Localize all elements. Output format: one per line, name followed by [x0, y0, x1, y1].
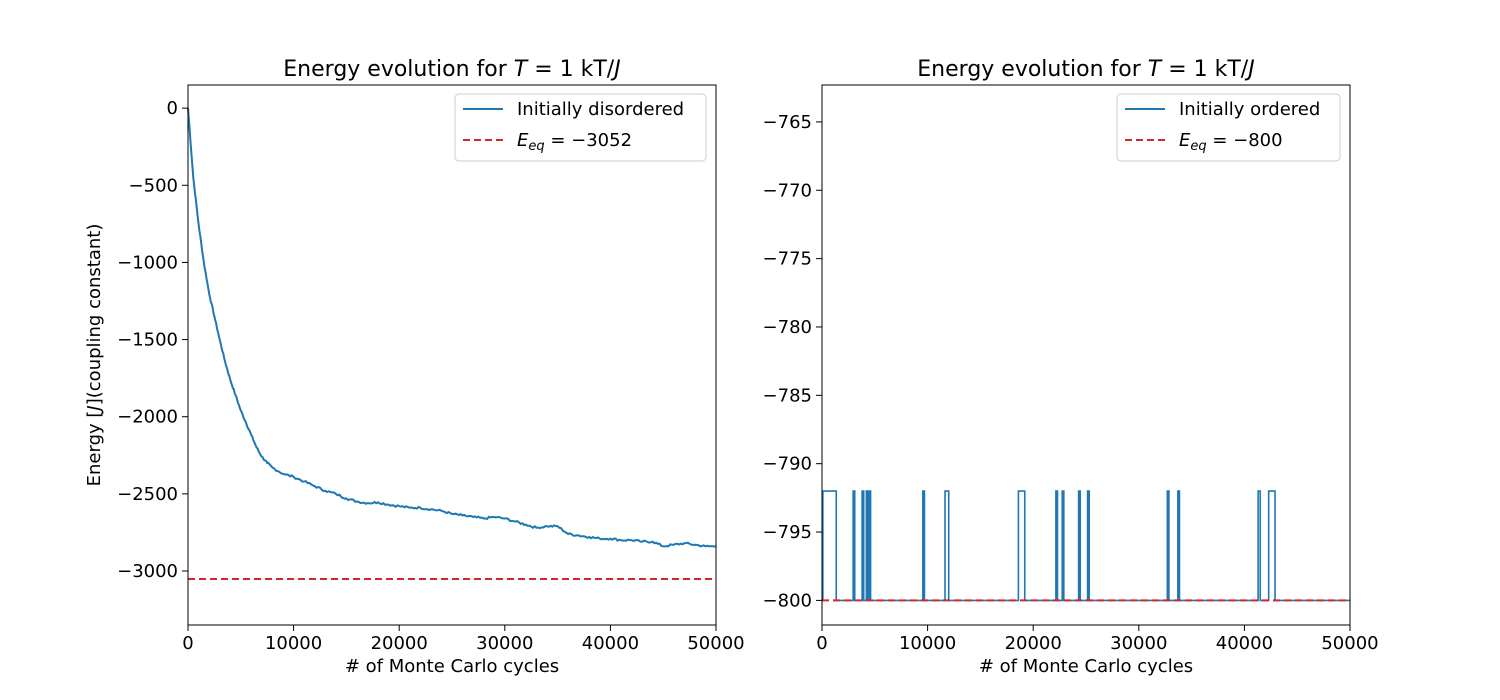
- right-x-tick-label: 10000: [899, 633, 956, 654]
- right-y-tick-label: −785: [763, 385, 812, 406]
- right-x-tick-label: 50000: [1321, 633, 1378, 654]
- left-x-tick-label: 20000: [371, 633, 428, 654]
- right-legend-box: [1116, 93, 1341, 162]
- right-y-tick-label: −770: [763, 180, 812, 201]
- left-y-tick-label: −1000: [117, 252, 178, 273]
- left-energy-series-line: [187, 108, 717, 548]
- left-chart-title: Energy evolution for T = 1 kT/J: [283, 57, 620, 82]
- right-ticks: 0 10000 20000 30000 40000 50000 −765 −770 −775 −7…: [763, 112, 1379, 654]
- left-y-tick-label: −500: [129, 175, 178, 196]
- left-y-axis-label: Energy [J](coupling constant): [84, 224, 105, 487]
- right-x-axis-label: # of Monte Carlo cycles: [979, 656, 1193, 677]
- right-chart: 0 10000 20000 30000 40000 50000 −765 −770 −775 −7…: [763, 57, 1379, 677]
- left-x-tick-label: 40000: [582, 633, 639, 654]
- left-legend: Initially disordered Eeq = −3052: [454, 93, 707, 162]
- left-y-tick-label: 0: [167, 98, 178, 119]
- right-legend: Initially ordered Eeq = −800: [1116, 93, 1341, 162]
- left-legend-label-disordered: Initially disordered: [517, 99, 684, 120]
- right-x-tick-label: 0: [816, 633, 827, 654]
- left-x-tick-label: 50000: [687, 633, 744, 654]
- right-y-tick-label: −765: [763, 112, 812, 133]
- left-data-layer: [187, 108, 717, 581]
- left-x-tick-label: 10000: [265, 633, 322, 654]
- left-x-tick-label: 30000: [476, 633, 533, 654]
- right-y-tick-label: −790: [763, 454, 812, 475]
- left-y-tick-label: −2500: [117, 484, 178, 505]
- right-y-tick-label: −780: [763, 317, 812, 338]
- right-energy-series-line: [822, 490, 1350, 602]
- left-chart: 0 10000 20000 30000 40000 50000 0 −500 −1000 −150…: [84, 57, 745, 677]
- right-x-tick-label: 20000: [1005, 633, 1062, 654]
- right-y-tick-label: −775: [763, 249, 812, 270]
- right-legend-label-eq: Eeq = −800: [1179, 130, 1283, 154]
- left-x-axis-label: # of Monte Carlo cycles: [345, 656, 559, 677]
- right-data-layer: [822, 490, 1350, 602]
- left-y-tick-label: −3000: [117, 561, 178, 582]
- left-legend-box: [454, 93, 707, 162]
- left-x-tick-label: 0: [182, 633, 193, 654]
- left-y-tick-label: −2000: [117, 407, 178, 428]
- right-plot-frame: [821, 84, 1351, 626]
- left-y-tick-label: −1500: [117, 330, 178, 351]
- right-y-tick-label: −795: [763, 522, 812, 543]
- right-chart-title: Energy evolution for T = 1 kT/J: [917, 57, 1254, 82]
- right-x-tick-label: 30000: [1110, 633, 1167, 654]
- left-plot-frame: [187, 84, 717, 626]
- right-legend-label-ordered: Initially ordered: [1179, 99, 1320, 120]
- right-x-tick-label: 40000: [1216, 633, 1273, 654]
- right-y-tick-label: −800: [763, 590, 812, 611]
- left-legend-label-eq: Eeq = −3052: [517, 130, 632, 154]
- left-ticks: 0 10000 20000 30000 40000 50000 0 −500 −1000 −150…: [117, 98, 745, 654]
